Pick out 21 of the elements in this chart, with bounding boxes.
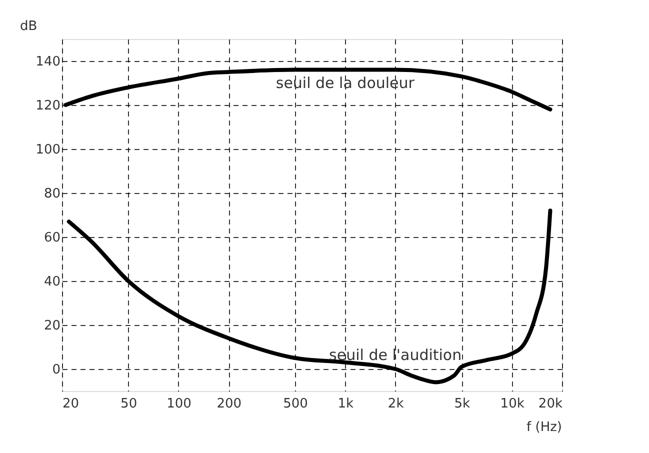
y-tick-label: 20 — [44, 318, 60, 334]
x-tick-label: 20 — [62, 396, 80, 412]
y-tick-label: 140 — [36, 54, 60, 70]
x-tick-label: 100 — [166, 396, 192, 412]
x-tick-label: 1k — [338, 396, 354, 412]
x-axis-title: f (Hz) — [526, 420, 562, 435]
x-tick-label: 20k — [538, 396, 563, 412]
x-tick-label: 5k — [454, 396, 471, 412]
y-tick-label: 60 — [44, 230, 60, 246]
annotation: seuil de l'audition — [329, 346, 462, 364]
x-tick-label: 10k — [500, 396, 525, 412]
x-tick-label: 200 — [216, 396, 242, 412]
x-tick-label: 500 — [283, 396, 308, 412]
y-tick-label: 80 — [44, 186, 60, 202]
y-tick-label: 40 — [44, 274, 60, 290]
y-tick-label: 120 — [36, 98, 60, 114]
x-tick-label: 2k — [388, 396, 404, 412]
y-tick-label: 100 — [36, 142, 60, 158]
y-axis-title: dB — [20, 19, 38, 34]
y-tick-label: 0 — [52, 362, 60, 378]
x-tick-label: 50 — [120, 396, 138, 412]
